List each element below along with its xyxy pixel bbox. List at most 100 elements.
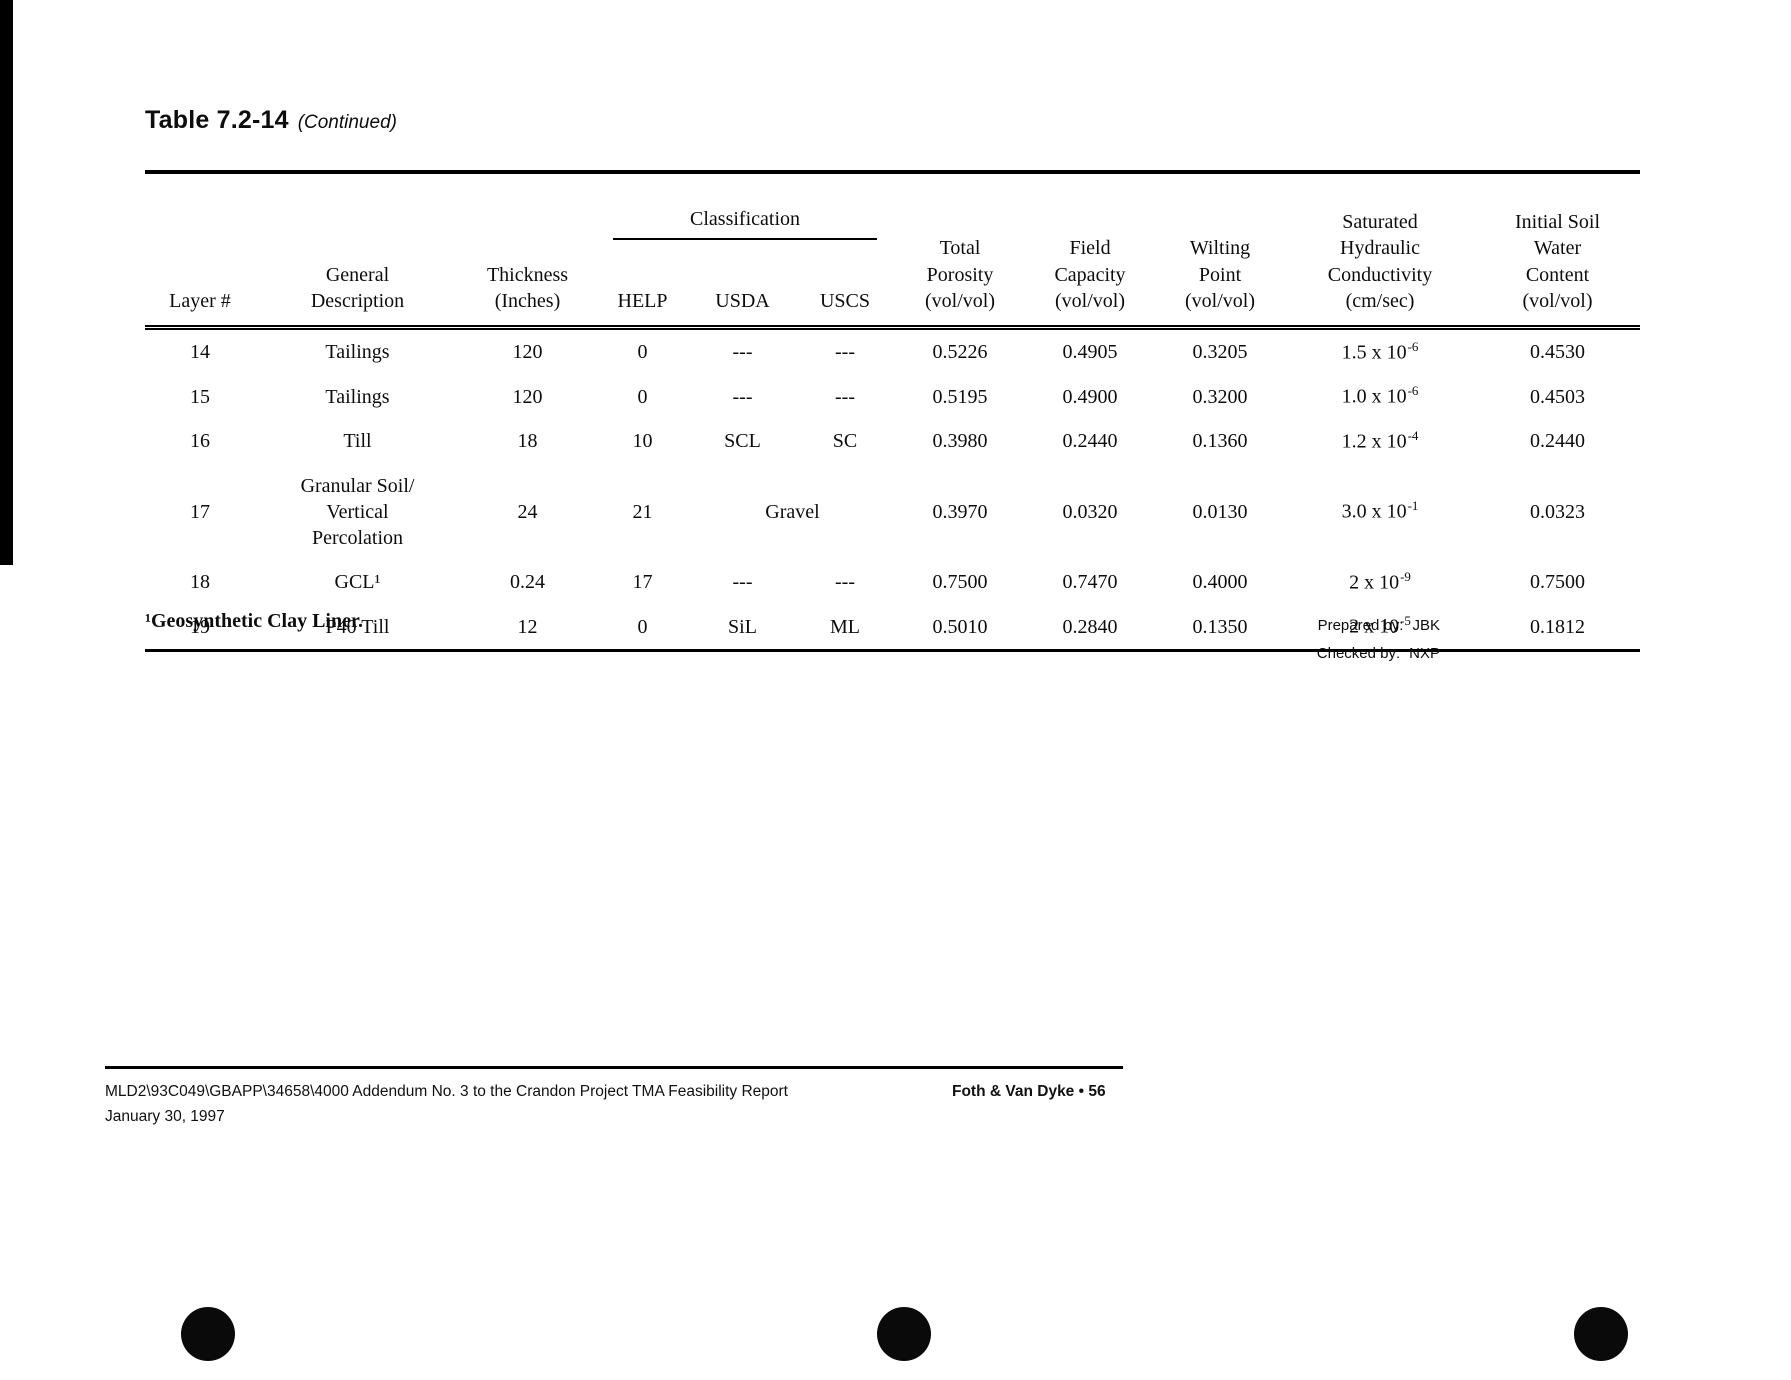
cell-wilting: 0.4000: [1192, 570, 1248, 593]
cell-conductivity: 1.2 x 10-4: [1285, 419, 1475, 464]
conductivity-exponent: -6: [1407, 338, 1419, 354]
cell-porosity: 0.7500: [932, 570, 988, 593]
header-capacity: Field Capacity (vol/vol): [1054, 237, 1126, 313]
checked-by-value: NXP: [1409, 644, 1440, 662]
cell-capacity: 0.0320: [1062, 500, 1118, 523]
cell-water: 0.2440: [1530, 430, 1586, 453]
footer-divider: [105, 1066, 1123, 1069]
footer-document-path: MLD2\93C049\GBAPP\34658\4000 Addendum No…: [105, 1083, 788, 1100]
header-conductivity: Saturated Hydraulic Conductivity (cm/sec…: [1327, 211, 1433, 313]
header-help: HELP: [617, 290, 668, 313]
conductivity-base: 1.5 x 10: [1341, 341, 1407, 364]
checked-by-label: Checked by:: [1316, 644, 1401, 662]
cell-thickness: 120: [512, 340, 543, 363]
table-row: 15 Tailings 120 0 --- --- 0.5195 0.4900 …: [145, 374, 1640, 419]
soil-layers-table: Layer # General Description Thickness (I…: [145, 170, 1641, 652]
cell-help: 0: [637, 385, 648, 408]
header-classification: Classification: [613, 206, 878, 240]
header-water: Initial Soil Water Content (vol/vol): [1515, 211, 1601, 313]
conductivity-base: 1.0 x 10: [1341, 385, 1407, 408]
conductivity-base: 1.2 x 10: [1341, 430, 1407, 453]
cell-uscs: ---: [835, 340, 855, 363]
registration-dot-right: [1574, 1307, 1628, 1361]
cell-wilting: 0.0130: [1192, 500, 1248, 523]
scan-artifact-bar: [0, 0, 13, 565]
conductivity-exponent: -5: [1400, 613, 1411, 629]
cell-layer: 14: [190, 340, 210, 363]
cell-usda: ---: [732, 340, 753, 363]
cell-thickness: 0.24: [510, 570, 545, 593]
cell-help: 21: [632, 500, 653, 523]
cell-capacity: 0.7470: [1062, 570, 1118, 593]
cell-layer: 18: [190, 570, 210, 593]
cell-wilting: 0.1360: [1192, 430, 1248, 453]
header-uscs: USCS: [819, 290, 871, 313]
header-layer: Layer #: [169, 290, 231, 313]
cell-layer: 19: [190, 615, 210, 638]
conductivity-base: 2 x 10: [1349, 571, 1400, 594]
signoff-block: Prepared by: JBK Checked by: NXP: [1150, 612, 1440, 668]
header-thickness: Thickness (Inches): [486, 263, 569, 313]
checked-by-line: Checked by: NXP: [1150, 640, 1440, 668]
table-footnote: ¹Geosynthetic Clay Liner.: [145, 610, 364, 632]
cell-help: 10: [632, 430, 653, 453]
cell-capacity: 0.4900: [1062, 385, 1118, 408]
table-body: 14 Tailings 120 0 --- --- 0.5226 0.4905 …: [145, 327, 1640, 650]
cell-thickness: 120: [512, 385, 543, 408]
cell-layer: 17: [190, 500, 210, 523]
cell-wilting: 0.3200: [1192, 385, 1248, 408]
cell-help: 17: [632, 570, 653, 593]
prepared-by-line: Prepared by: JBK: [1150, 612, 1440, 640]
conductivity-exponent: -9: [1400, 568, 1411, 584]
cell-water: 0.4503: [1530, 385, 1586, 408]
conductivity-exponent: -4: [1407, 427, 1419, 443]
table-header: Layer # General Description Thickness (I…: [145, 172, 1641, 328]
header-description: General Description: [310, 263, 405, 313]
conductivity-base: 3.0 x 10: [1341, 500, 1407, 523]
table-row: 14 Tailings 120 0 --- --- 0.5226 0.4905 …: [145, 327, 1640, 374]
cell-usda: SiL: [728, 615, 757, 638]
cell-capacity: 0.4905: [1062, 340, 1118, 363]
cell-layer: 15: [190, 385, 210, 408]
header-classification-group: Classification: [595, 172, 895, 276]
cell-water: 0.1812: [1530, 615, 1586, 638]
cell-uscs: ---: [835, 570, 855, 593]
cell-layer: 16: [190, 430, 210, 453]
header-porosity: Total Porosity (vol/vol): [925, 237, 996, 313]
prepared-by-value: JBK: [1412, 617, 1440, 634]
cell-water: 0.7500: [1530, 570, 1586, 593]
page-title: Table 7.2-14 (Continued): [145, 106, 397, 135]
table-row: 18 GCL¹ 0.24 17 --- --- 0.7500 0.7470 0.…: [145, 560, 1640, 605]
table-row: 19 P40 Till 12 0 SiL ML 0.5010 0.2840 0.…: [145, 604, 1640, 650]
cell-porosity: 0.5010: [932, 615, 988, 638]
cell-capacity: 0.2440: [1062, 430, 1118, 453]
cell-porosity: 0.5226: [932, 340, 988, 363]
cell-conductivity: 1.5 x 10-6: [1285, 327, 1475, 374]
table-continued-label: (Continued): [297, 112, 397, 133]
cell-usda: ---: [732, 570, 753, 593]
cell-thickness: 12: [517, 615, 538, 638]
footer-date: January 30, 1997: [105, 1108, 225, 1125]
cell-help: 0: [637, 340, 648, 363]
cell-water: 0.4530: [1530, 340, 1586, 363]
cell-conductivity: 1.0 x 10-6: [1285, 374, 1475, 419]
cell-description: Tailings: [325, 340, 390, 363]
cell-conductivity: 2 x 10-5: [1285, 604, 1475, 650]
cell-uscs: SC: [832, 430, 858, 453]
header-row-top: Layer # General Description Thickness (I…: [145, 172, 1640, 312]
table-row: 16 Till 18 10 SCL SC 0.3980 0.2440 0.136…: [145, 419, 1640, 464]
header-row-sub: HELP USDA USCS: [145, 276, 1640, 327]
cell-description: Till: [343, 430, 372, 453]
table-row: 17 Granular Soil/ Vertical Percolation 2…: [145, 464, 1640, 560]
conductivity-base: 2 x 10: [1349, 615, 1400, 638]
cell-usda: SCL: [724, 430, 761, 453]
conductivity-exponent: -6: [1407, 383, 1419, 399]
prepared-by-label: Prepared by:: [1317, 617, 1404, 634]
cell-capacity: 0.2840: [1062, 615, 1118, 638]
cell-wilting: 0.1350: [1192, 615, 1248, 638]
cell-description: GCL¹: [334, 570, 381, 593]
registration-dot-center: [877, 1307, 931, 1361]
cell-thickness: 18: [517, 430, 538, 453]
header-usda: USDA: [715, 290, 770, 313]
cell-conductivity: 2 x 10-9: [1285, 560, 1475, 605]
